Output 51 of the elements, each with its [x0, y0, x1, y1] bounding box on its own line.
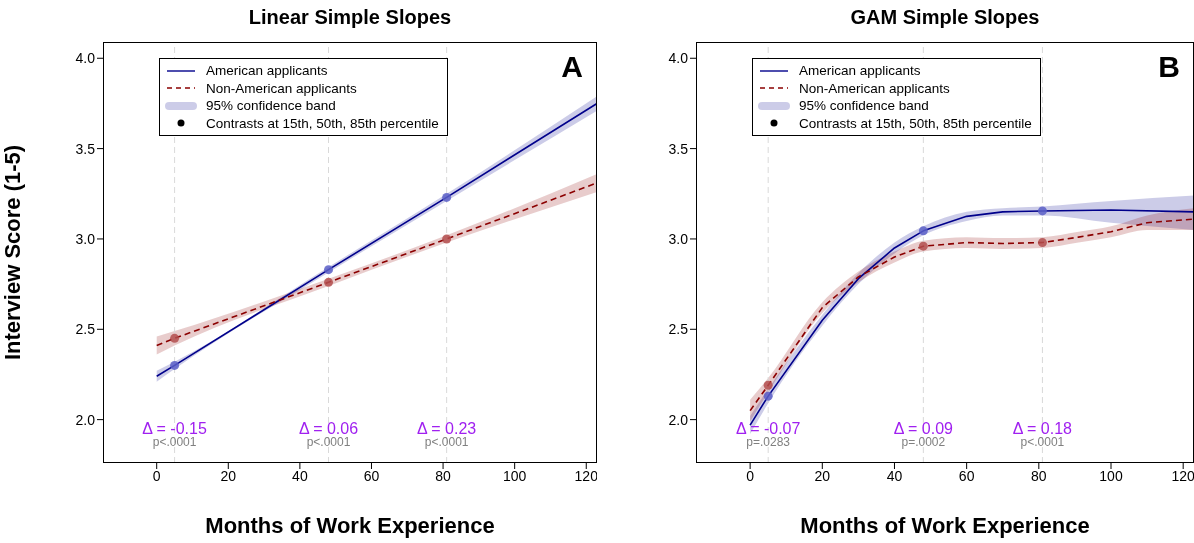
point [442, 192, 452, 202]
annotation: 95% confidence band [206, 97, 336, 115]
x-tick-label: 80 [435, 467, 452, 484]
x-tick-label: 100 [502, 467, 527, 484]
annotation: A [561, 50, 583, 84]
annotation: Contrasts at 15th, 50th, 85th percentile [799, 114, 1032, 132]
legend-label: American applicants [206, 62, 328, 80]
x-tick-label: 20 [814, 467, 831, 484]
legend-label: Non-American applicants [206, 79, 357, 97]
x-tick-label: 120 [574, 467, 599, 484]
x-tick-label: 0 [152, 467, 161, 484]
y-tick-label: 2.0 [668, 411, 689, 428]
x-tick-label: 100 [1099, 467, 1123, 484]
point [324, 265, 334, 275]
x-tick-label: 60 [363, 467, 380, 484]
legend-label: Non-American applicants [799, 79, 950, 97]
x-tick-label: 60 [958, 467, 975, 484]
point [324, 277, 334, 287]
annotation: Contrasts at 15th, 50th, 85th percentile [206, 114, 439, 132]
annotation: 95% confidence band [799, 97, 929, 115]
point [918, 241, 928, 251]
point [1037, 206, 1047, 216]
point [763, 380, 773, 390]
point [763, 391, 773, 401]
annotation: B [1158, 50, 1180, 84]
y-tick-label: 2.5 [668, 321, 689, 338]
x-tick-label: 40 [886, 467, 903, 484]
x-tick-label: 120 [1171, 467, 1194, 484]
chart-title: GAM Simple Slopes [849, 6, 1041, 29]
x-tick-label: 80 [1031, 467, 1047, 484]
point [918, 226, 928, 236]
y-tick-label: 3.0 [668, 230, 689, 247]
x-tick-label: 20 [220, 467, 237, 484]
legend-label: American applicants [799, 62, 921, 80]
y-tick-label: 4.0 [668, 50, 689, 67]
x-axis-title: Months of Work Experience [205, 513, 495, 538]
y-tick-label: 3.0 [75, 230, 96, 247]
x-axis-title: Months of Work Experience [800, 513, 1090, 538]
y-axis-title: Interview Score (1-5) [0, 144, 25, 361]
point [1037, 238, 1047, 248]
point [442, 234, 452, 244]
point [170, 360, 180, 370]
x-tick-label: 0 [746, 467, 755, 484]
y-tick-label: 2.0 [75, 411, 96, 428]
point [170, 333, 180, 343]
y-tick-label: 3.5 [75, 140, 96, 157]
y-tick-label: 2.5 [75, 321, 96, 338]
chart-title: Linear Simple Slopes [247, 6, 453, 29]
y-tick-label: 3.5 [668, 140, 689, 157]
y-tick-label: 4.0 [75, 50, 96, 67]
x-tick-label: 40 [292, 467, 308, 484]
